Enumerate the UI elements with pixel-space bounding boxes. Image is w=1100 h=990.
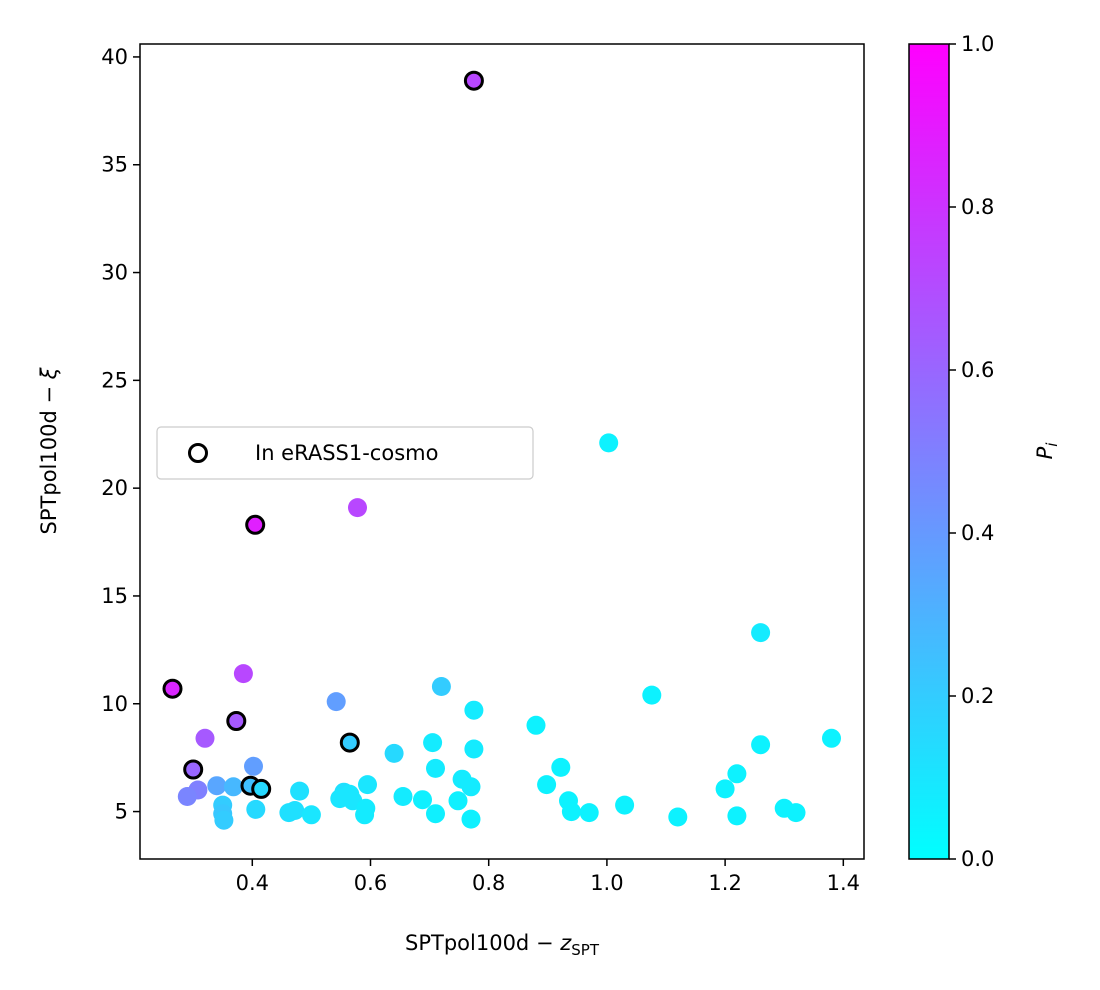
data-point <box>561 802 581 822</box>
y-tick-label: 30 <box>101 261 128 285</box>
y-axis-label-math: ξ <box>37 367 61 380</box>
x-tick-label: 0.8 <box>472 871 505 895</box>
x-axis-ticks: 0.4 0.6 0.8 1.0 1.2 1.4 <box>236 859 860 895</box>
data-point <box>426 804 445 824</box>
x-axis-label-math: z <box>559 931 572 955</box>
data-point-erass <box>339 732 360 753</box>
legend: In eRASS1-cosmo <box>156 426 534 480</box>
colorbar-label: Pi <box>1033 442 1061 460</box>
data-point <box>715 779 735 799</box>
data-point <box>177 787 197 806</box>
data-point <box>751 623 771 643</box>
data-point <box>207 776 227 796</box>
data-point-erass <box>251 778 272 799</box>
data-point <box>751 735 771 755</box>
data-point-erass <box>463 70 484 91</box>
data-point <box>301 805 321 825</box>
data-point <box>393 787 413 806</box>
data-point <box>464 739 484 759</box>
data-point <box>431 677 451 696</box>
y-axis-ticks: 5 10 15 20 25 30 35 40 <box>101 45 140 824</box>
data-point <box>223 777 243 797</box>
y-tick-label: 15 <box>101 584 128 608</box>
colorbar-tick-label: 0.4 <box>961 521 994 545</box>
y-tick-label: 35 <box>101 153 128 177</box>
x-tick-label: 1.4 <box>827 871 860 895</box>
y-tick-label: 10 <box>101 692 128 716</box>
data-point <box>195 728 215 748</box>
data-point <box>233 664 253 684</box>
data-point <box>727 806 747 826</box>
colorbar: 0.0 0.2 0.4 0.6 0.8 1.0 Pi <box>908 32 1061 871</box>
data-point <box>384 743 404 763</box>
legend-box <box>156 426 534 480</box>
data-point <box>461 809 481 829</box>
data-point <box>423 733 443 753</box>
colorbar-label-sub: i <box>1043 442 1061 447</box>
y-axis-label: SPTpol100d − ξ <box>37 367 61 534</box>
data-point <box>413 790 432 810</box>
data-point <box>356 798 376 818</box>
data-point <box>348 498 367 518</box>
x-tick-label: 0.4 <box>236 871 269 895</box>
data-point <box>358 775 377 795</box>
data-point <box>526 715 546 735</box>
colorbar-tick-label: 0.6 <box>961 358 994 382</box>
data-point-erass <box>162 678 183 699</box>
legend-marker-hollow-circle-icon <box>188 443 208 463</box>
data-point <box>246 799 266 819</box>
colorbar-gradient <box>908 43 950 860</box>
data-point <box>290 781 310 801</box>
data-point <box>464 700 484 720</box>
colorbar-tick-label: 0.0 <box>961 847 994 871</box>
x-tick-label: 0.6 <box>354 871 387 895</box>
x-tick-label: 1.2 <box>708 871 741 895</box>
x-tick-label: 1.0 <box>590 871 623 895</box>
data-point <box>615 795 635 815</box>
data-point <box>786 803 806 823</box>
colorbar-tick-label: 1.0 <box>961 32 994 56</box>
data-point-erass <box>245 514 266 535</box>
data-point-erass <box>226 711 247 731</box>
data-point <box>668 807 688 827</box>
x-axis-label-sub: SPT <box>571 941 600 959</box>
x-axis-label-text: SPTpol100d − <box>405 931 560 955</box>
data-point <box>448 791 468 811</box>
data-point <box>244 756 263 776</box>
y-tick-label: 25 <box>101 368 128 392</box>
colorbar-label-text: P <box>1033 446 1057 459</box>
data-point <box>642 685 662 705</box>
data-point <box>579 803 599 823</box>
data-point <box>214 810 234 830</box>
data-points <box>162 70 841 830</box>
y-axis-label-text: SPTpol100d − <box>37 379 61 534</box>
colorbar-tick-label: 0.2 <box>961 684 994 708</box>
colorbar-tick-label: 0.8 <box>961 195 994 219</box>
data-point <box>822 728 841 748</box>
data-point <box>551 757 571 777</box>
data-point <box>599 433 619 453</box>
data-point <box>727 764 747 784</box>
x-axis-label: SPTpol100d − zSPT <box>405 931 600 959</box>
plot-frame <box>139 43 865 860</box>
legend-entry-label: In eRASS1-cosmo <box>255 441 438 465</box>
y-tick-label: 40 <box>101 45 128 69</box>
data-point <box>426 758 445 778</box>
y-tick-label: 20 <box>101 476 128 500</box>
data-point <box>285 801 305 820</box>
data-point-erass <box>183 759 204 780</box>
y-tick-label: 5 <box>115 800 128 824</box>
data-point <box>461 777 481 797</box>
data-point <box>537 775 557 795</box>
colorbar-ticks: 0.0 0.2 0.4 0.6 0.8 1.0 <box>949 32 994 871</box>
data-point <box>326 692 346 712</box>
